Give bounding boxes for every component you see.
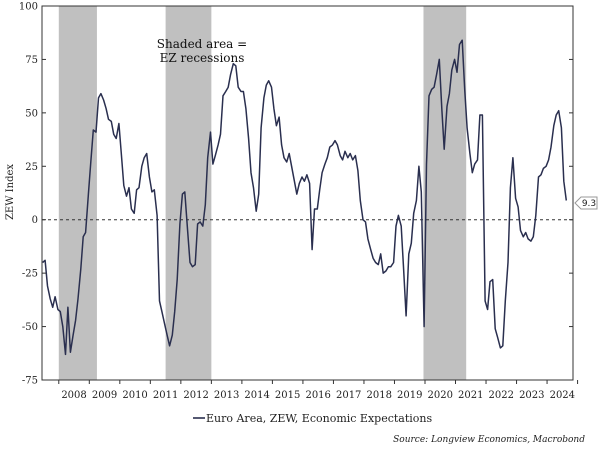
recession-band-2 — [165, 6, 212, 380]
y-tick-label: 75 — [25, 55, 38, 66]
series-layer — [42, 39, 568, 356]
x-tick-label: 2020 — [428, 390, 453, 401]
source-note: Source: Longview Economics, Macrobond — [393, 435, 585, 445]
x-tick-label: 2021 — [458, 390, 483, 401]
y-tick-label: 100 — [19, 2, 38, 13]
x-tick-label: 2018 — [366, 390, 391, 401]
x-tick-label: 2017 — [336, 390, 361, 401]
recession-band-3 — [423, 6, 467, 380]
y-axis-label: ZEW Index — [5, 164, 16, 220]
legend-label: Euro Area, ZEW, Economic Expectations — [206, 412, 432, 425]
end-value-tag: 9.3 — [574, 196, 598, 210]
x-tick-label: 2016 — [305, 390, 330, 401]
y-tick-label: -50 — [22, 322, 38, 333]
y-tick-label: -25 — [22, 269, 38, 280]
x-tick-label: 2024 — [550, 390, 575, 401]
x-tick-label: 2011 — [153, 390, 178, 401]
x-axis: 2008 2009 2010 2011 2012 2013 2014 2015 2016 2017… — [58, 380, 579, 401]
annotation-line: EZ recessions — [160, 51, 245, 65]
x-tick-label: 2008 — [61, 390, 86, 401]
x-tick-label: 2012 — [183, 390, 208, 401]
y-axis: 100 75 50 25 0 -25 -50 -75 — [19, 2, 573, 387]
series-line-1 — [42, 39, 568, 356]
recession-annotation: Shaded area = EZ recessions — [157, 37, 247, 65]
x-tick-label: 2009 — [92, 390, 117, 401]
end-value-tag-shape — [574, 196, 598, 210]
x-tick-label: 2019 — [397, 390, 422, 401]
y-tick-label: 0 — [32, 215, 38, 226]
x-tick-label: 2022 — [489, 390, 514, 401]
y-tick-label: -75 — [22, 376, 38, 387]
plot-frame — [41, 5, 574, 381]
x-tick-label: 2013 — [214, 390, 239, 401]
x-tick-label: 2015 — [275, 390, 300, 401]
annotation-line: Shaded area = — [157, 37, 247, 51]
x-tick-label: 2010 — [122, 390, 147, 401]
recession-band-1 — [58, 6, 97, 380]
x-tick-label: 2014 — [244, 390, 269, 401]
y-tick-label: 50 — [25, 108, 38, 119]
legend: Euro Area, ZEW, Economic Expectations — [193, 412, 432, 425]
recession-bands — [58, 6, 467, 380]
x-tick-label: 2023 — [519, 390, 544, 401]
y-tick-label: 25 — [25, 162, 38, 173]
end-value-label: 9.3 — [582, 199, 596, 209]
